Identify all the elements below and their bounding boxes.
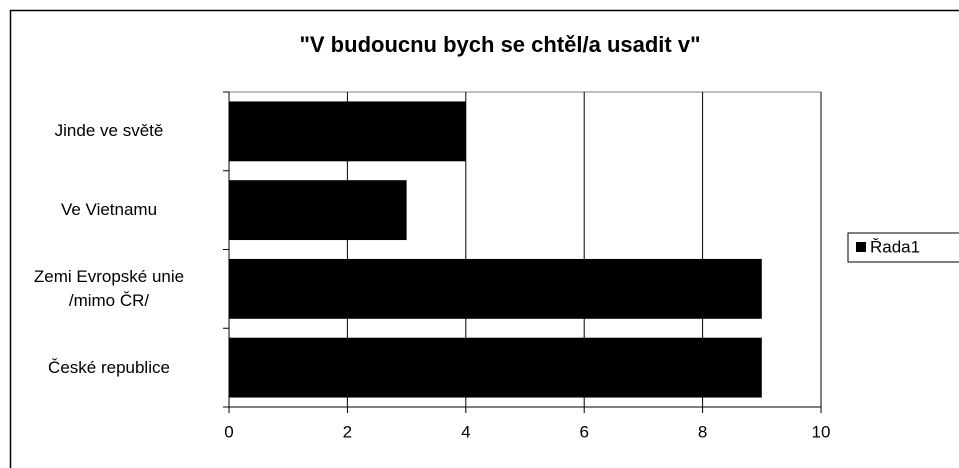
- bar: [229, 258, 762, 319]
- y-tick-label: Zemi Evropské unie /mimo ČR/: [33, 266, 185, 310]
- x-tick-label: 0: [224, 422, 233, 441]
- chart-title: "V budoucnu bych se chtěl/a usadit v": [299, 32, 700, 57]
- y-tick-label: Ve Vietnamu: [60, 200, 158, 220]
- bar: [229, 101, 466, 162]
- y-tick-label: České republice: [48, 357, 170, 377]
- bar: [229, 180, 407, 241]
- x-tick-label: 4: [461, 422, 470, 441]
- legend-box: [847, 232, 959, 263]
- x-tick-label: 10: [812, 422, 831, 441]
- y-tick-label: Jinde ve světě: [54, 121, 164, 141]
- legend-label: Řada1: [870, 237, 920, 256]
- x-tick-label: 6: [579, 422, 588, 441]
- x-tick-label: 2: [343, 422, 352, 441]
- bar: [229, 337, 762, 398]
- legend-swatch: [856, 242, 866, 252]
- x-tick-label: 8: [698, 422, 707, 441]
